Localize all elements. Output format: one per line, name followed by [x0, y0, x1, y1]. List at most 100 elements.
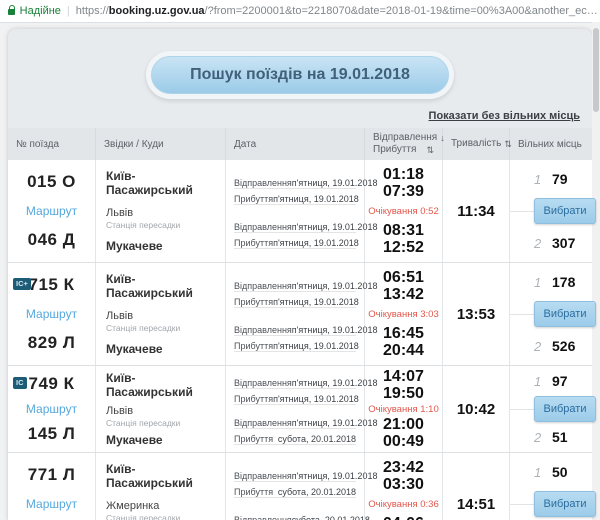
duration-value: 14:51 — [456, 495, 496, 513]
train-number-cell: 015 О Маршрут 046 Д — [8, 160, 96, 262]
departure-date: п'ятниця, 19.01.2018 — [291, 177, 378, 188]
column-header-seats: Вільних місць — [518, 138, 582, 150]
arrival-date-row: Прибуття п'ятниця, 19.01.2018 — [234, 389, 359, 406]
train-number-secondary: 145 Л — [27, 424, 76, 443]
train-group: ІС+ 715 К Маршрут 829 Л Київ-Пасажирськи… — [8, 263, 596, 366]
column-header-train-number: № поїзда — [8, 128, 96, 160]
seats-cell: 1 79 Вибрати 2 307 — [510, 160, 596, 262]
intercity-badge: ІС — [13, 377, 27, 389]
select-button[interactable]: Вибрати — [534, 491, 596, 517]
arrival-date-row: Прибуття субота, 20.01.2018 — [234, 482, 356, 498]
seat-count: 97 — [552, 373, 568, 389]
stations-cell: Київ-Пасажирський Львів Станція пересадк… — [96, 366, 226, 452]
seat-class-row: 1 97 — [520, 373, 582, 389]
train-number-secondary: 046 Д — [27, 230, 76, 249]
departure-date: п'ятниця, 19.01.2018 — [291, 222, 378, 233]
route-link[interactable]: Маршрут — [25, 307, 78, 321]
results-panel: Пошук поїздів на 19.01.2018 Показати без… — [8, 29, 596, 520]
station-from: Київ-Пасажирський — [106, 169, 193, 198]
duration-cell: 11:34 — [443, 160, 510, 262]
seats-cell: 1 50 Вибрати 2 109 — [510, 453, 596, 520]
departure-date-row: Відправлення п'ятниця, 19.01.2018 — [234, 413, 377, 429]
arrival-date: п'ятниця, 19.01.2018 — [273, 394, 359, 405]
sort-departure[interactable]: Відправлення ↓ — [373, 132, 445, 143]
departure-date-row: Відправлення п'ятниця, 19.01.2018 — [234, 217, 377, 234]
seats-cell: 1 97 Вибрати 2 51 — [510, 366, 596, 452]
station-from: Київ-Пасажирський — [106, 371, 193, 400]
scrollbar-thumb[interactable] — [593, 28, 599, 112]
seat-count: 526 — [552, 338, 576, 354]
station-to: Мукачеве — [106, 341, 163, 356]
departure-time: 06:51 — [383, 268, 424, 286]
seat-class-row: 1 79 — [520, 171, 582, 187]
seat-count: 307 — [552, 235, 576, 251]
select-button[interactable]: Вибрати — [534, 396, 596, 422]
departure-date: субота, 20.01.2018 — [292, 515, 370, 520]
seat-count: 178 — [552, 274, 576, 290]
sort-icon-departure: ↓ — [440, 133, 445, 143]
arrival-date: субота, 20.01.2018 — [277, 433, 356, 444]
scrollbar-track[interactable] — [592, 22, 600, 520]
arrival-time: 00:49 — [383, 433, 424, 451]
sort-arrival[interactable]: Прибуття ⇅ — [373, 144, 434, 155]
lock-icon[interactable] — [8, 5, 15, 15]
arrival-date: п'ятниця, 19.01.2018 — [273, 193, 359, 204]
arrival-time: 12:52 — [383, 239, 424, 257]
duration-value: 10:42 — [456, 400, 496, 418]
url-text: https://booking.uz.gov.ua/?from=2200001&… — [76, 5, 600, 17]
departure-date-row: Відправлення субота, 20.01.2018 — [234, 510, 370, 520]
address-bar-separator: | — [66, 5, 70, 17]
train-number-primary: 749 К — [28, 374, 75, 393]
departure-date-row: Відправлення п'ятниця, 19.01.2018 — [234, 373, 377, 390]
stations-cell: Київ-Пасажирський Жмеринка Станція перес… — [96, 453, 226, 520]
arrival-date-row: Прибуття п'ятниця, 19.01.2018 — [234, 292, 359, 308]
sort-icon-arrival: ⇅ — [426, 145, 434, 155]
arrival-date: субота, 20.01.2018 — [277, 486, 356, 497]
duration-cell: 14:51 — [443, 453, 510, 520]
departure-date-row: Відправлення п'ятниця, 19.01.2018 — [234, 173, 377, 189]
browser-address-bar[interactable]: Надійне | https://booking.uz.gov.ua/?fro… — [0, 0, 600, 23]
times-cell: 23:42 03:30 Очікування 0:36 04:06 14:33 — [365, 453, 443, 520]
arrival-time: 07:39 — [383, 182, 424, 200]
seat-class-number: 1 — [534, 465, 542, 480]
duration-value: 11:34 — [457, 202, 495, 220]
departure-time: 08:31 — [383, 222, 424, 240]
arrival-date: п'ятниця, 19.01.2018 — [273, 296, 359, 307]
duration-cell: 10:42 — [443, 366, 510, 452]
station-transfer: Львів — [106, 309, 134, 322]
select-button[interactable]: Вибрати — [534, 301, 596, 327]
seat-class-row: 1 50 — [520, 464, 582, 480]
duration-cell: 13:53 — [443, 263, 510, 365]
train-group: 015 О Маршрут 046 Д Київ-Пасажирський Ль… — [8, 160, 596, 263]
station-transfer: Львів — [106, 404, 134, 417]
seat-class-number: 1 — [534, 374, 542, 389]
seat-count: 50 — [552, 464, 568, 480]
show-without-seats-link[interactable]: Показати без вільних місць — [428, 110, 580, 122]
stations-cell: Київ-Пасажирський Львів Станція пересадк… — [96, 263, 226, 365]
transfer-station-label: Станція пересадки — [106, 512, 181, 520]
dates-cell: Відправлення п'ятниця, 19.01.2018 Прибут… — [226, 453, 377, 520]
route-link[interactable]: Маршрут — [25, 402, 78, 416]
arrival-time: 13:42 — [383, 285, 424, 303]
intercity-badge: ІС+ — [13, 278, 31, 290]
train-number-cell: 771 Л Маршрут 108 Ш — [8, 453, 96, 520]
departure-time: 01:18 — [383, 165, 424, 183]
transfer-station-label: Станція пересадки — [106, 322, 181, 333]
seat-class-number: 2 — [534, 236, 542, 251]
train-number-cell: ІС+ 715 К Маршрут 829 Л — [8, 263, 96, 365]
waiting-time: Очікування 3:03 — [368, 308, 439, 320]
departure-time: 04:06 — [365, 515, 442, 520]
arrival-date: п'ятниця, 19.01.2018 — [273, 341, 359, 352]
train-group: ІС 749 К Маршрут 145 Л Київ-Пасажирський… — [8, 366, 596, 453]
route-link[interactable]: Маршрут — [25, 204, 78, 218]
departure-time: 21:00 — [383, 416, 424, 434]
arrival-date-row: Прибуття п'ятниця, 19.01.2018 — [234, 189, 359, 205]
seat-class-row: 1 178 — [520, 274, 582, 290]
route-link[interactable]: Маршрут — [25, 497, 78, 511]
results-body: 015 О Маршрут 046 Д Київ-Пасажирський Ль… — [8, 160, 596, 520]
sort-duration[interactable]: Тривалість ⇅ — [451, 138, 512, 149]
seat-class-row: 2 307 — [520, 235, 582, 251]
stations-cell: Київ-Пасажирський Львів Станція пересадк… — [96, 160, 226, 262]
column-header-departure-arrival: Відправлення ↓ Прибуття ⇅ — [365, 128, 445, 160]
select-button[interactable]: Вибрати — [534, 198, 596, 224]
